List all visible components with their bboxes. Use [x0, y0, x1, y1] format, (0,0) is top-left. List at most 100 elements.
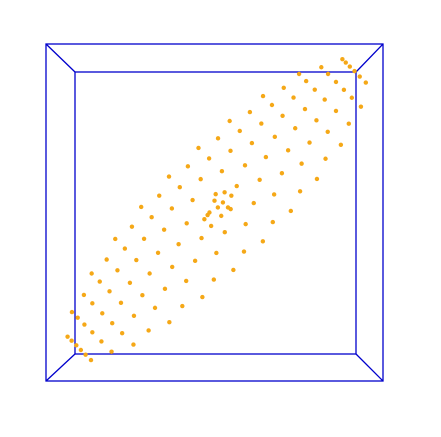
- point: [214, 250, 219, 256]
- point: [260, 239, 266, 244]
- point: [241, 249, 247, 254]
- point: [322, 97, 327, 102]
- point: [152, 305, 158, 311]
- point: [259, 121, 264, 126]
- point: [281, 85, 286, 91]
- point: [75, 315, 80, 320]
- point: [115, 268, 120, 273]
- point: [352, 68, 357, 74]
- point: [219, 213, 224, 219]
- point: [263, 154, 269, 160]
- point: [89, 271, 94, 276]
- point: [169, 206, 175, 211]
- point: [90, 330, 95, 335]
- point: [314, 176, 320, 182]
- point: [122, 246, 128, 251]
- point: [162, 286, 168, 292]
- point: [118, 300, 124, 306]
- point: [184, 221, 189, 226]
- point: [231, 267, 236, 273]
- point: [206, 156, 212, 161]
- point: [297, 189, 303, 194]
- point: [234, 183, 239, 189]
- cube-front-face: [45, 43, 384, 382]
- point: [113, 236, 118, 242]
- point: [170, 264, 175, 270]
- points: [65, 56, 369, 363]
- point: [190, 197, 195, 203]
- point: [251, 200, 256, 206]
- point: [104, 257, 109, 262]
- point: [149, 215, 154, 220]
- point: [82, 322, 87, 327]
- point: [270, 219, 276, 225]
- point: [293, 126, 298, 131]
- point: [243, 221, 248, 227]
- point: [341, 87, 347, 93]
- cube-wireframe: [45, 43, 384, 382]
- point: [196, 145, 201, 151]
- cube-edge: [355, 43, 384, 73]
- point: [167, 319, 172, 325]
- point: [69, 338, 74, 343]
- cube-edge: [45, 43, 76, 73]
- point: [200, 294, 205, 300]
- cube-edge: [355, 353, 384, 382]
- point: [155, 250, 161, 255]
- point: [338, 142, 344, 147]
- point: [147, 271, 152, 276]
- point: [202, 217, 207, 222]
- point: [307, 140, 312, 145]
- point: [81, 292, 87, 298]
- point: [131, 313, 137, 318]
- point: [198, 176, 203, 182]
- point: [83, 352, 88, 357]
- point: [90, 301, 95, 306]
- point: [323, 156, 328, 161]
- point: [220, 200, 226, 205]
- point: [107, 289, 112, 294]
- point: [127, 280, 133, 285]
- point: [177, 185, 182, 190]
- point: [183, 278, 189, 284]
- point: [199, 235, 204, 241]
- point: [100, 311, 105, 316]
- point: [192, 258, 198, 264]
- point: [325, 129, 330, 134]
- point: [161, 227, 167, 232]
- point: [222, 230, 227, 235]
- point: [212, 198, 217, 203]
- point: [249, 140, 255, 146]
- point: [280, 113, 285, 118]
- point: [271, 192, 277, 197]
- point: [225, 205, 231, 210]
- point: [279, 171, 285, 176]
- point: [213, 191, 218, 197]
- point: [141, 236, 147, 241]
- point: [296, 71, 302, 77]
- point: [288, 208, 294, 214]
- point: [88, 357, 94, 363]
- point: [357, 74, 362, 79]
- point: [140, 293, 145, 298]
- point: [299, 161, 304, 166]
- point: [303, 78, 309, 84]
- point: [325, 71, 331, 77]
- point: [343, 60, 348, 65]
- point: [146, 328, 151, 333]
- point: [176, 241, 181, 247]
- point: [242, 163, 248, 168]
- point: [257, 177, 262, 183]
- point: [291, 95, 296, 100]
- point: [346, 121, 351, 126]
- point: [333, 108, 339, 114]
- point: [166, 174, 172, 179]
- point: [185, 164, 191, 169]
- point: [319, 65, 324, 70]
- point: [340, 56, 345, 62]
- point: [222, 190, 227, 195]
- point: [302, 106, 308, 112]
- point: [349, 95, 355, 100]
- point: [285, 148, 291, 153]
